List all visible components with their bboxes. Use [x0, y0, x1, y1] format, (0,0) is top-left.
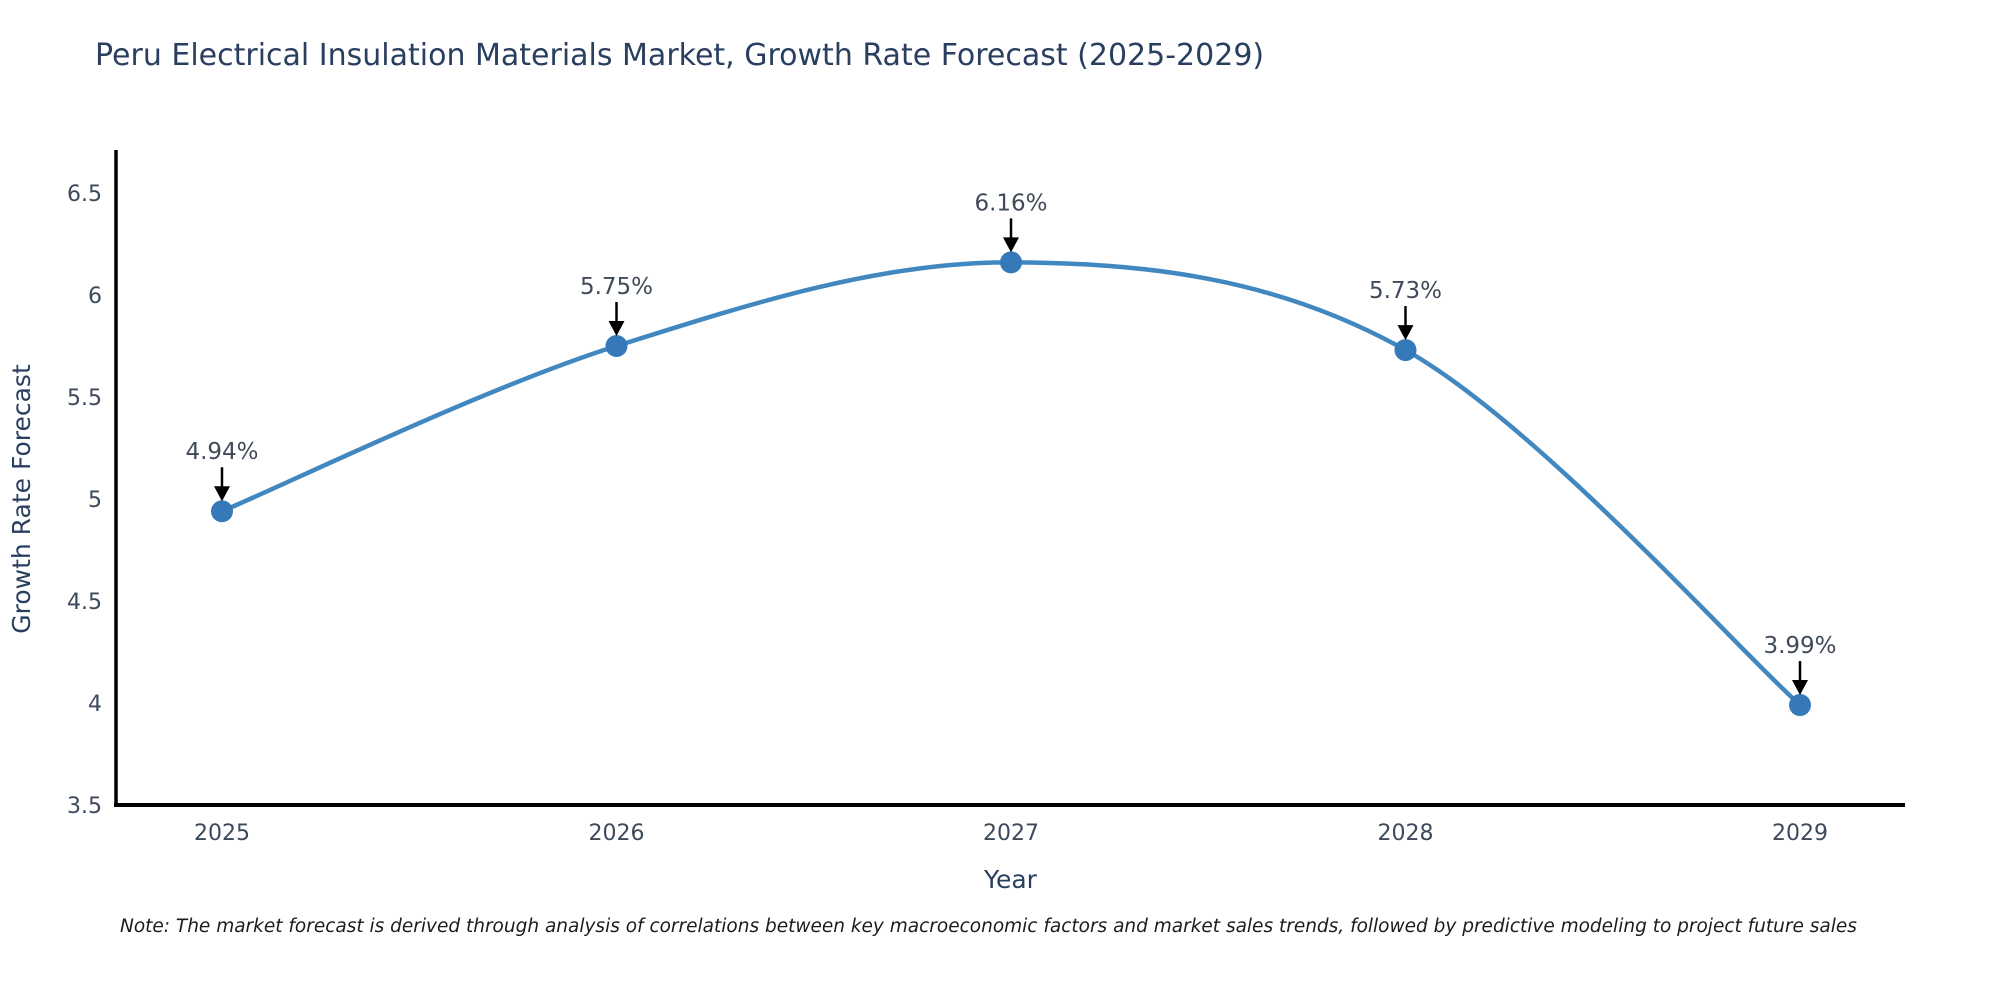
x-tick-label: 2027 [983, 821, 1039, 846]
x-tick-label: 2025 [194, 821, 250, 846]
x-tick-label: 2026 [589, 821, 645, 846]
trend-line [219, 260, 1803, 708]
annotation-label-2028: 5.73% [1369, 278, 1442, 304]
data-point-2026 [605, 335, 628, 357]
y-tick-label: 6 [88, 284, 102, 309]
annotation-arrow-head [214, 486, 230, 502]
data-point-2028 [1394, 339, 1417, 362]
chart-title: Peru Electrical Insulation Materials Mar… [95, 38, 1265, 73]
annotation-arrow-head [1792, 680, 1808, 696]
annotation-label-2029: 3.99% [1763, 633, 1836, 659]
x-axis-title: Year [983, 865, 1038, 894]
data-point-2025 [211, 500, 233, 523]
x-tick-label: 2028 [1378, 821, 1434, 846]
data-point-2029 [1789, 694, 1811, 717]
y-axis-title: Growth Rate Forecast [7, 364, 36, 634]
chart-footnote: Note: The market forecast is derived thr… [120, 916, 1857, 937]
y-tick-label: 4.5 [67, 590, 102, 615]
annotation-label-2026: 5.75% [580, 274, 653, 300]
y-tick-label: 3.5 [67, 794, 102, 819]
annotation-arrow-head [1003, 237, 1019, 253]
data-point-2027 [1000, 251, 1022, 274]
y-tick-label: 5 [88, 488, 102, 513]
y-tick-label: 5.5 [67, 386, 102, 411]
annotation-arrow-head [608, 321, 625, 336]
annotation-arrow-head [1397, 325, 1414, 341]
annotation-label-2025: 4.94% [185, 439, 258, 465]
annotation-label-2027: 6.16% [974, 190, 1047, 216]
x-tick-label: 2029 [1772, 821, 1828, 846]
y-tick-label: 4 [88, 692, 102, 717]
y-tick-label: 6.5 [67, 182, 102, 207]
